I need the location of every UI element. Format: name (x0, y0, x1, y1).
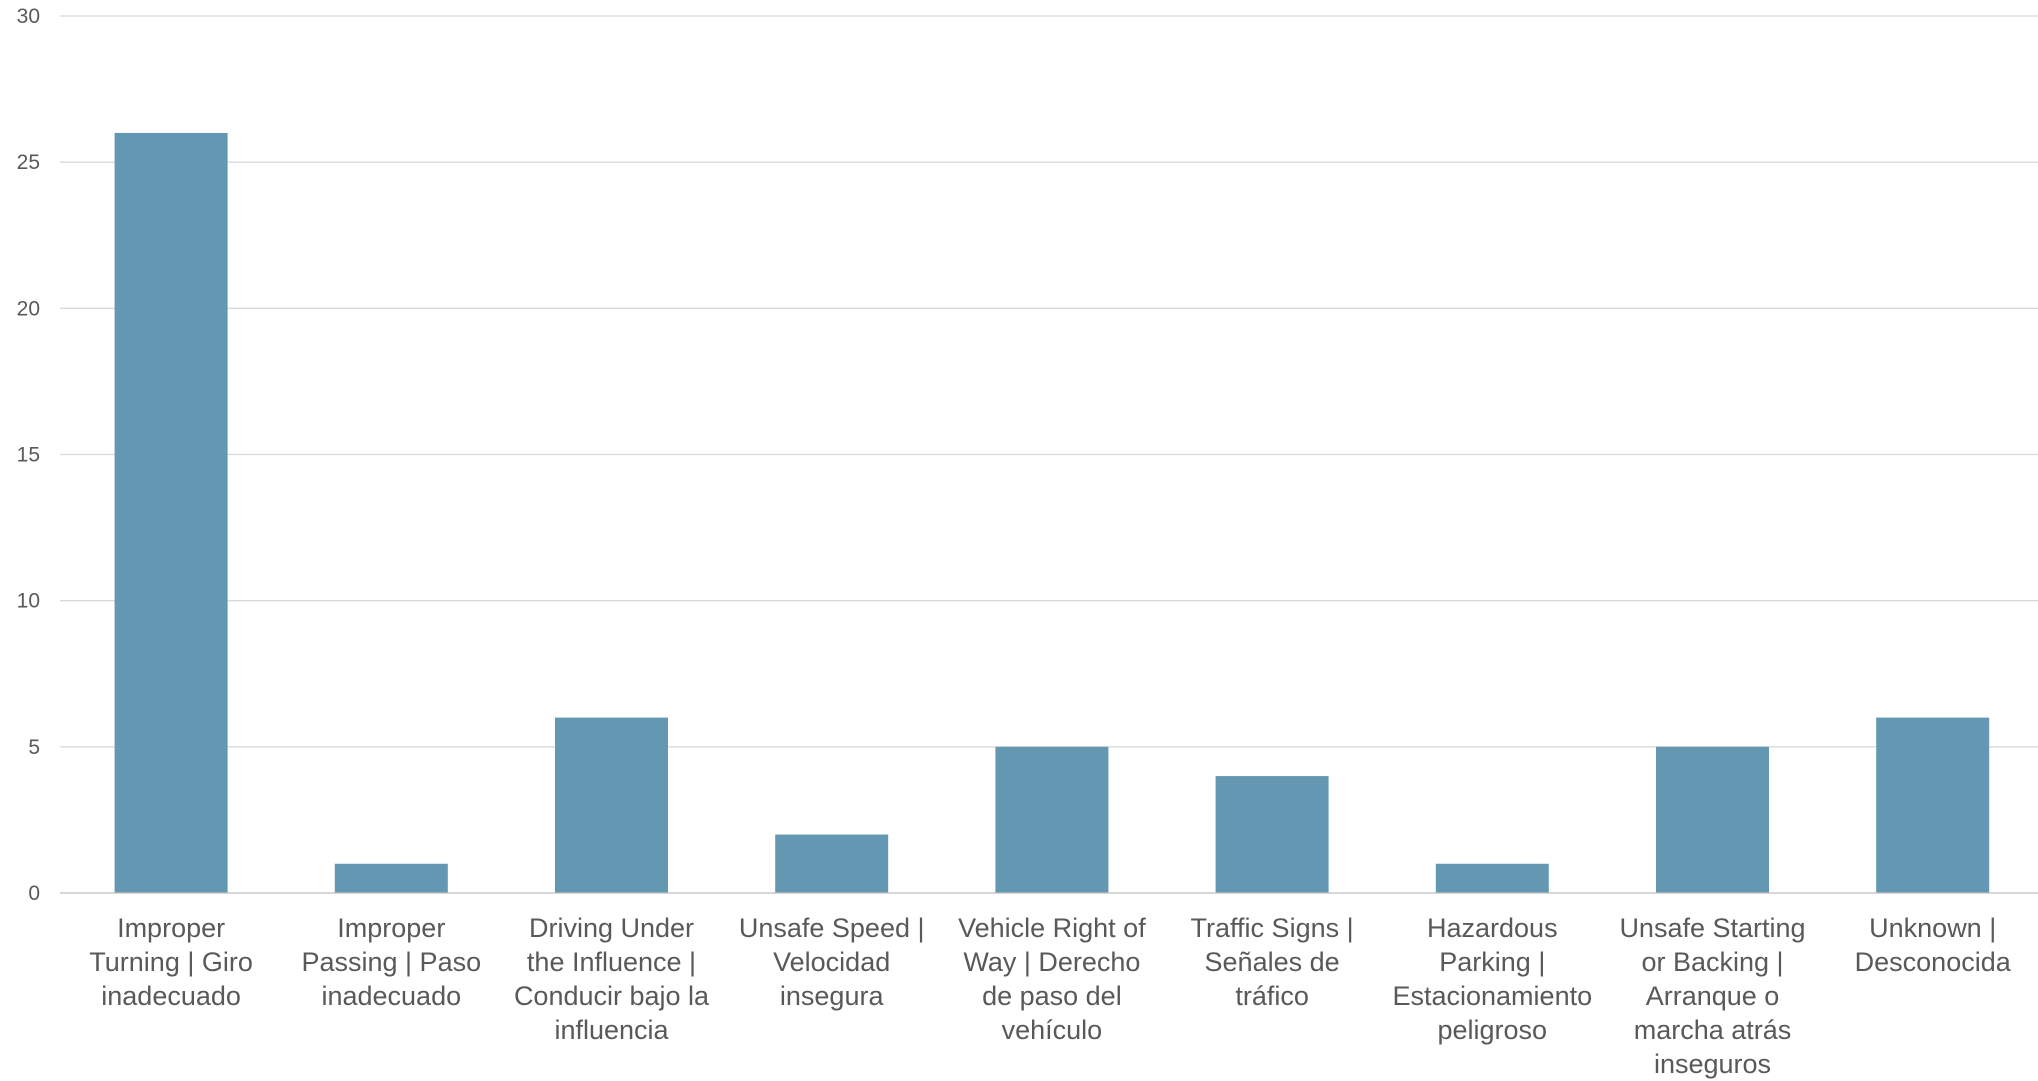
gridlines (60, 15, 2038, 748)
y-axis-ticks: 0 5 10 15 20 25 30 (17, 5, 40, 905)
x-tick-label: Driving Under the Influence | Conducir b… (513, 913, 710, 1045)
x-tick-label: Vehicle Right of Way | Derecho de paso d… (958, 913, 1146, 1045)
bar (1656, 746, 1769, 893)
bar (775, 834, 889, 893)
x-tick-label: Improper Turning | Giro inadecuado (89, 913, 253, 1011)
y-tick-label: 15 (17, 444, 40, 467)
y-tick-label: 0 (28, 882, 40, 905)
bar (1876, 717, 1990, 893)
y-tick-label: 25 (17, 151, 40, 174)
bar (1215, 776, 1329, 893)
x-tick-label: Traffic Signs | Señales de tráfico (1190, 913, 1354, 1011)
bar (334, 863, 448, 893)
bar (555, 717, 668, 893)
bar (114, 132, 228, 893)
x-tick-label: Improper Passing | Paso inadecuado (301, 913, 482, 1011)
y-tick-label: 10 (17, 590, 40, 613)
y-tick-label: 30 (17, 5, 40, 28)
y-tick-label: 20 (17, 297, 40, 320)
x-tick-label: Hazardous Parking | Estacionamiento peli… (1392, 913, 1593, 1045)
bar (1435, 863, 1549, 893)
x-tick-label: Unsafe Starting or Backing | Arranque o … (1619, 913, 1806, 1079)
bars (114, 132, 1990, 893)
bar (995, 746, 1109, 893)
x-tick-label: Unsafe Speed | Velocidad insegura (738, 913, 925, 1011)
y-tick-label: 5 (28, 736, 40, 759)
x-tick-label: Unknown | Desconocida (1854, 913, 2011, 977)
